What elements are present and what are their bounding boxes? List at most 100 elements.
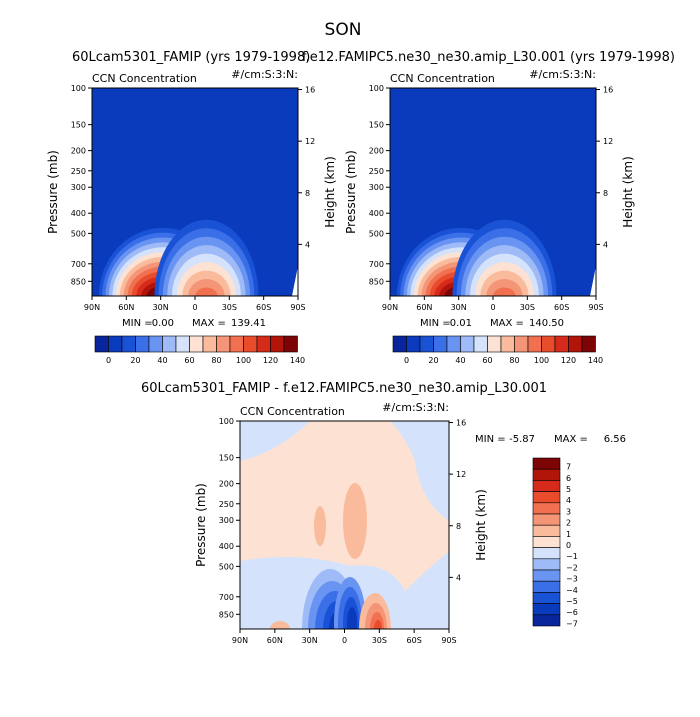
colorbar-label: 0 — [404, 356, 409, 365]
units-label: #/cm:S:3:N: — [382, 401, 449, 414]
y-tick-label: 150 — [369, 121, 384, 130]
colorbar-box — [554, 335, 569, 353]
y-tick-label: 250 — [369, 167, 384, 176]
y-right-tick-label: 4 — [305, 240, 310, 249]
colorbar-box — [532, 580, 561, 593]
colorbar-box — [527, 335, 542, 353]
colorbar-box — [532, 614, 561, 627]
missing-data-region — [292, 266, 298, 296]
x-tick-label: 90N — [232, 636, 248, 645]
y-tick-label: 200 — [369, 147, 384, 156]
positive-region — [314, 506, 326, 546]
min-label: MIN = — [475, 434, 506, 445]
colorbar-box — [121, 335, 136, 353]
colorbar-label: −2 — [566, 563, 578, 572]
min-label: MIN = — [122, 318, 153, 329]
y-tick-label: 200 — [71, 147, 86, 156]
x-tick-label: 90S — [290, 303, 305, 312]
variable-name: CCN Concentration — [240, 405, 345, 418]
min-value: 0.00 — [152, 318, 174, 329]
y-axis-right-label: Height (km) — [323, 156, 337, 227]
colorbar-label: 6 — [566, 474, 571, 483]
y-axis-right-label: Height (km) — [621, 156, 635, 227]
min-value: -5.87 — [509, 434, 535, 445]
colorbar-label: 100 — [236, 356, 251, 365]
y-tick-label: 400 — [219, 542, 234, 551]
colorbar-label: −7 — [566, 619, 578, 628]
min-value: 0.01 — [450, 318, 472, 329]
right-panel: 90N 60N 30N 0 30S 60S 90S100150200250300400500… — [344, 68, 635, 365]
colorbar-box — [162, 335, 177, 353]
colorbar-box — [532, 524, 561, 537]
colorbar-label: 60 — [482, 356, 492, 365]
colorbar-label: 80 — [211, 356, 221, 365]
colorbar-label: 3 — [566, 507, 571, 516]
colorbar-box — [514, 335, 529, 353]
y-right-tick-label: 8 — [456, 522, 461, 531]
colorbar-box — [229, 335, 244, 353]
x-tick-label: 60N — [118, 303, 134, 312]
units-label: #/cm:S:3:N: — [231, 68, 298, 81]
y-tick-label: 250 — [219, 500, 234, 509]
plot-frame — [239, 420, 450, 630]
colorbar-label: 40 — [455, 356, 465, 365]
y-tick-label: 500 — [71, 229, 86, 238]
y-tick-label: 850 — [219, 610, 234, 619]
colorbar-box — [406, 335, 421, 353]
x-tick-label: 90N — [382, 303, 398, 312]
y-tick-label: 300 — [369, 183, 384, 192]
y-tick-label: 250 — [71, 167, 86, 176]
min-label: MIN = — [420, 318, 451, 329]
contour-band — [195, 287, 218, 296]
y-axis-right-label: Height (km) — [474, 489, 488, 560]
colorbar-box — [460, 335, 475, 353]
colorbar-box — [256, 335, 271, 353]
colorbar-label: −5 — [566, 597, 578, 606]
y-right-tick-label: 4 — [603, 240, 608, 249]
y-tick-label: 150 — [219, 454, 234, 463]
x-tick-label: 60S — [256, 303, 271, 312]
difference-panel: 90N 60N 30N 0 30S 60S 90S100150200250300400500… — [194, 401, 626, 645]
y-right-tick-label: 12 — [305, 137, 315, 146]
negative-region — [240, 421, 310, 461]
colorbar-box — [568, 335, 583, 353]
x-tick-label: 30S — [222, 303, 237, 312]
plot-frame — [91, 87, 299, 297]
y-right-tick-label: 16 — [305, 86, 315, 95]
y-right-tick-label: 4 — [456, 573, 461, 582]
colorbar-box — [175, 335, 190, 353]
colorbar-box — [202, 335, 217, 353]
units-label: #/cm:S:3:N: — [529, 68, 596, 81]
x-tick-label: 30N — [153, 303, 169, 312]
y-tick-label: 700 — [71, 260, 86, 269]
x-tick-label: 90N — [84, 303, 100, 312]
max-label: MAX = — [192, 318, 226, 329]
positive-core-band — [374, 620, 382, 629]
colorbar-box — [532, 513, 561, 526]
negative-region — [390, 421, 449, 521]
colorbar-box — [392, 335, 407, 353]
positive-region — [343, 483, 367, 559]
y-axis-label: Pressure (mb) — [46, 150, 60, 234]
colorbar-label: 5 — [566, 485, 571, 494]
colorbar-box — [541, 335, 556, 353]
colorbar-label: 2 — [566, 519, 571, 528]
y-tick-label: 200 — [219, 480, 234, 489]
colorbar-label: 100 — [534, 356, 549, 365]
colorbar-label: −1 — [566, 552, 578, 561]
y-right-tick-label: 16 — [603, 86, 613, 95]
max-label: MAX = — [554, 434, 588, 445]
variable-name: CCN Concentration — [92, 72, 197, 85]
colorbar-box — [108, 335, 123, 353]
x-tick-label: 0 — [490, 303, 495, 312]
y-tick-label: 100 — [219, 417, 234, 426]
colorbar-box — [532, 569, 561, 582]
colorbar-box — [216, 335, 231, 353]
colorbar-label: 20 — [428, 356, 438, 365]
missing-data-region — [590, 266, 596, 296]
contour-band — [493, 287, 516, 296]
colorbar-box — [532, 603, 561, 616]
colorbar-box — [189, 335, 204, 353]
x-tick-label: 30S — [372, 636, 387, 645]
colorbar-box — [532, 547, 561, 560]
